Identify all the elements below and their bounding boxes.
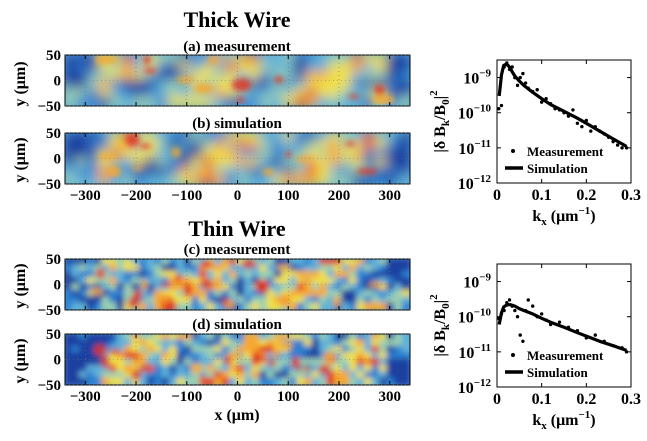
map-xtick-label: 200 [328,389,351,405]
legend-entry-simulation: Simulation [527,161,588,176]
panel-label-c: (c) measurement [184,242,291,258]
simulation-line [497,303,628,352]
map-ytick-label: 0 [54,152,62,168]
measurement-point [575,121,580,125]
spectrum-xtick-label: 0 [493,187,501,204]
map-ytick-label: 50 [46,48,61,64]
map-xtick-label: 0 [234,188,242,204]
panel-label-a: (a) measurement [183,39,291,55]
measurement-point [593,333,597,337]
map-ytick-label: −50 [37,303,61,319]
map-xtick-label: −100 [171,389,202,405]
measurement-point [620,146,624,150]
spectrum-ytick-label: 10−9 [463,272,491,292]
map-xlabel: x (μm) [214,407,259,424]
map-xtick-label: −300 [70,389,101,405]
map-ytick-label: −50 [37,99,61,115]
spectrum-xlabel: kx (μm−1) [532,205,595,228]
measurement-point [515,315,520,319]
spectrum-ytick-label: 10−12 [458,377,492,397]
map-ytick-label: 0 [54,278,62,294]
measurement-point [521,71,525,76]
legend-entry-simulation: Simulation [527,365,588,380]
measurement-point [523,81,528,85]
spectrum-ytick-label: 10−10 [458,103,492,123]
spectrum-ytick-label: 10−12 [458,173,492,193]
spectrum-ytick-label: 10−11 [458,138,491,158]
spectrum-chart-thin: 10−9 10−10 10−11 10−120 0.1 0.2 0.3 Measurement… [428,263,641,432]
measurement-point [535,88,539,92]
panel-label-b: (b) simulation [192,116,282,132]
measurement-point [526,298,530,302]
measurement-point [518,333,522,337]
map-xtick-label: −200 [120,389,151,405]
simulation-line [497,62,628,148]
spectrum-chart-thick: 10−9 10−10 10−11 10−120 0.1 0.2 0.3 Measurement… [428,59,641,228]
legend-dot [511,149,515,153]
map-ytick-label: 0 [54,74,62,90]
heatmap-panel-c [65,259,410,310]
spectrum-xtick-label: 0 [493,391,501,408]
measurement-point [497,107,501,111]
map-ylabel-thick: y (μm) [12,61,29,106]
map-ylabel-thick-b: y (μm) [12,137,29,182]
panel-label-d: (d) simulation [192,317,282,333]
legend-entry-measurement: Measurement [527,348,604,363]
map-xtick-label: −100 [171,188,202,204]
heatmap-axes: 50 0 −50 50 0 −50 −300 −200 −100 0 100 200 300 50 0 −50… [37,48,411,405]
spectrum-ytick-label: 10−9 [463,68,491,88]
map-ytick-label: 50 [46,126,61,142]
spectrum-xtick-label: 0.1 [532,391,552,408]
map-xtick-label: −200 [120,188,151,204]
measurement-point [531,304,535,308]
spectrum-xtick-label: 0.3 [621,391,641,408]
legend-entry-measurement: Measurement [527,144,604,159]
measurement-point [557,320,562,324]
legend-dot [511,353,515,357]
spectrum-ylabel: |δ Bk/B0|2 [428,294,452,357]
measurement-point [513,308,517,313]
map-xtick-label: 0 [234,389,242,405]
spectrum-xlabel: kx (μm−1) [532,409,595,432]
map-ytick-label: 50 [46,327,61,343]
heatmap-panel-a [65,55,410,106]
measurement-point [521,339,525,343]
spectrum-xtick-label: 0.3 [621,187,641,204]
measurement-point [571,108,575,112]
measurement-point [507,298,512,302]
heatmap-panel-d [65,334,410,385]
group-title-thin-wire: Thin Wire [188,216,285,241]
spectrum-xtick-label: 0.2 [576,391,596,408]
group-title-thick-wire: Thick Wire [184,7,291,32]
measurement-point [499,103,504,108]
map-ytick-label: 0 [54,353,62,369]
spectrum-ylabel: |δ Bk/B0|2 [428,90,452,153]
measurement-point [539,100,544,104]
measurement-point [539,312,544,316]
spectrum-ytick-label: 10−10 [458,307,492,327]
map-xtick-label: −300 [70,188,101,204]
map-xtick-label: 200 [328,188,351,204]
map-xtick-label: 100 [277,188,300,204]
measurement-point [515,83,520,88]
measurement-point [580,124,584,129]
spectrum-xtick-label: 0.2 [576,187,596,204]
spectrum-ytick-label: 10−11 [458,342,491,362]
measurement-point [518,75,522,80]
measurement-point [615,143,620,147]
map-xtick-label: 300 [378,389,401,405]
map-ylabel-thin-b: y (μm) [12,338,29,383]
map-xtick-label: 100 [277,389,300,405]
map-ytick-label: −50 [37,177,61,193]
spectrum-xtick-label: 0.1 [532,187,552,204]
measurement-point [589,129,593,133]
map-ytick-label: −50 [37,378,61,394]
map-xtick-label: 300 [378,188,401,204]
map-ytick-label: 50 [46,252,61,268]
map-ylabel-thin: y (μm) [12,263,29,308]
